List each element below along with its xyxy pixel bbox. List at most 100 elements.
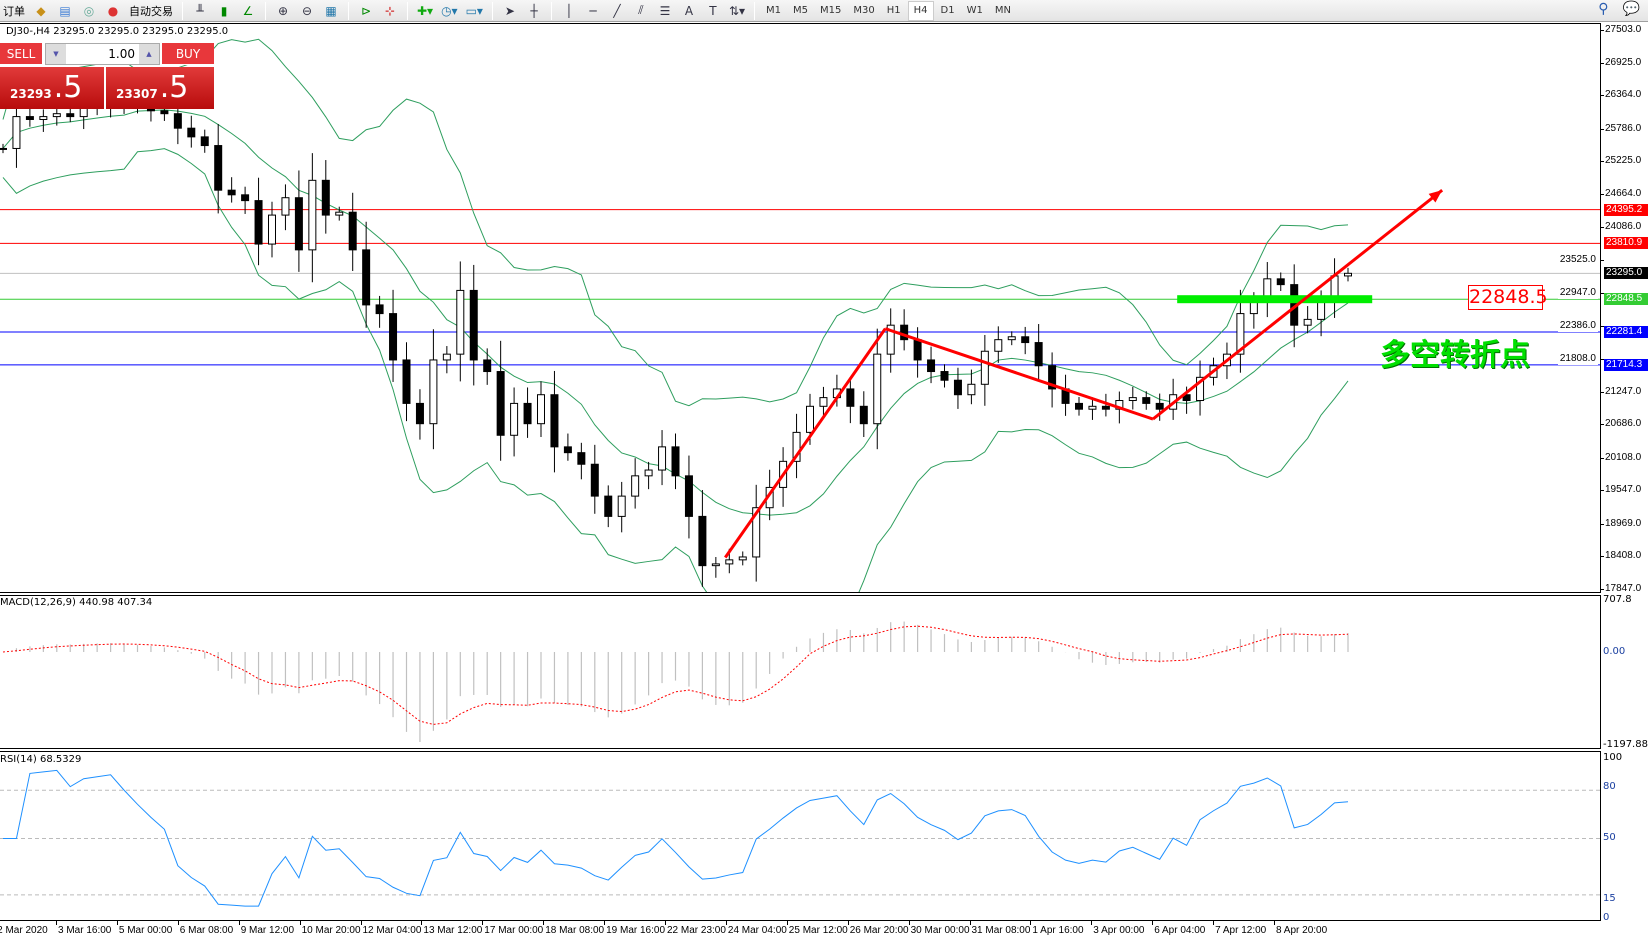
macd-axis-zero: 0.00 xyxy=(1603,646,1626,657)
bullish-candle xyxy=(281,197,290,216)
time-axis-tick xyxy=(360,921,362,925)
time-axis-label: 18 Mar 08:00 xyxy=(545,925,605,936)
bearish-candle xyxy=(604,495,613,517)
price-axis-tick xyxy=(1600,95,1604,97)
bullish-candle xyxy=(711,563,720,567)
autoscroll-icon[interactable]: ⊳ xyxy=(360,3,372,18)
search-icon[interactable]: ⚲ xyxy=(1598,1,1609,17)
equidistant-channel-icon[interactable]: ⫽ xyxy=(638,3,644,17)
bullish-candle xyxy=(510,402,519,436)
price-axis-tick xyxy=(1600,523,1604,525)
vertical-line-icon[interactable]: │ xyxy=(565,3,573,18)
sell-button[interactable]: SELL xyxy=(0,43,42,65)
periods-icon[interactable]: ◷▾ xyxy=(441,3,458,18)
time-axis-tick xyxy=(847,921,849,925)
bullish-candle xyxy=(738,556,747,561)
new-order-button[interactable]: 订单 xyxy=(3,4,25,18)
bearish-candle xyxy=(1142,397,1151,404)
time-axis-tick xyxy=(1213,921,1215,925)
separator xyxy=(491,1,493,20)
price-chart[interactable] xyxy=(0,23,1600,592)
arrows-icon[interactable]: ⇅▾ xyxy=(728,3,746,18)
price-axis-label: 23525.0 xyxy=(1557,253,1598,266)
bearish-candle xyxy=(362,249,371,306)
time-axis-label: 22 Mar 23:00 xyxy=(667,925,726,936)
bearish-candle xyxy=(25,116,34,120)
bullish-candle xyxy=(631,475,640,497)
timeframe-d1[interactable]: D1 xyxy=(940,5,955,16)
macd-pane[interactable] xyxy=(0,596,1600,748)
bullish-candle xyxy=(268,214,276,245)
bullish-candle xyxy=(1236,313,1245,355)
price-axis-label: 24086.0 xyxy=(1605,221,1642,233)
text-icon[interactable]: A xyxy=(684,3,694,18)
templates-icon[interactable]: ▭▾ xyxy=(465,3,483,18)
bearish-candle xyxy=(523,402,532,425)
timeframe-h1[interactable]: H1 xyxy=(886,5,901,16)
bearish-candle xyxy=(563,446,572,454)
time-axis-label: 8 Apr 20:00 xyxy=(1276,925,1328,936)
lot-increase-button[interactable]: ▲ xyxy=(139,44,159,64)
buy-price[interactable]: 23307 .5 xyxy=(106,67,214,109)
zoom-out-icon[interactable]: ⊖ xyxy=(301,3,313,18)
bullish-candle xyxy=(537,394,545,425)
timeframe-m1[interactable]: M1 xyxy=(766,5,782,16)
buy-button[interactable]: BUY xyxy=(162,43,214,65)
pane-separator[interactable] xyxy=(0,748,1601,752)
timeframe-m15[interactable]: M15 xyxy=(820,5,842,16)
bearish-candle xyxy=(1101,405,1110,410)
line-chart-icon[interactable]: ∠ xyxy=(242,3,254,18)
trendline-icon[interactable]: ╱ xyxy=(613,3,621,18)
text-label-icon[interactable]: T xyxy=(709,3,717,18)
price-axis-tick xyxy=(1600,424,1604,426)
lot-input[interactable] xyxy=(66,44,139,64)
timeframe-w1[interactable]: W1 xyxy=(966,5,983,16)
price-axis-label: 21808.0 xyxy=(1557,353,1598,366)
fibonacci-icon[interactable]: ☰ xyxy=(659,3,671,18)
time-axis-label: 13 Mar 12:00 xyxy=(423,925,483,936)
indicators-icon[interactable]: ✚▾ xyxy=(417,3,434,18)
time-axis-tick xyxy=(421,921,423,925)
price-axis-tick xyxy=(1600,359,1604,361)
zoom-in-icon[interactable]: ⊕ xyxy=(277,3,289,18)
horizontal-line-price-label: 22281.4 xyxy=(1604,326,1648,339)
rsi-pane[interactable] xyxy=(0,752,1600,920)
price-axis-label: 21247.0 xyxy=(1605,385,1642,397)
pane-separator[interactable] xyxy=(0,592,1601,596)
chart-window[interactable] xyxy=(0,23,1601,921)
terminal-icon[interactable]: ▤ xyxy=(59,3,71,18)
time-axis-label: 31 Mar 08:00 xyxy=(971,925,1031,936)
bullish-candle xyxy=(967,383,976,396)
bearish-candle xyxy=(254,200,263,245)
signals-icon[interactable]: ◎ xyxy=(83,3,95,18)
bearish-candle xyxy=(590,463,599,497)
timeframe-m30[interactable]: M30 xyxy=(853,5,875,16)
chat-icon[interactable]: 💬 xyxy=(1622,1,1640,17)
cursor-icon[interactable]: ➤ xyxy=(504,3,515,18)
crosshair-icon[interactable]: ┼ xyxy=(530,3,538,18)
bearish-candle xyxy=(846,388,855,407)
sell-price[interactable]: 23293 .5 xyxy=(0,67,104,109)
bullish-candle xyxy=(1249,301,1258,315)
bearish-candle xyxy=(375,304,384,315)
macd-signal-line xyxy=(2,625,1349,725)
timeframe-mn[interactable]: MN xyxy=(994,5,1011,16)
time-axis-label: 3 Apr 00:00 xyxy=(1093,925,1145,936)
timeframe-h4[interactable]: H4 xyxy=(907,0,934,21)
horizontal-line-icon[interactable]: ─ xyxy=(589,3,597,18)
lot-decrease-button[interactable]: ▼ xyxy=(46,44,66,64)
tile-windows-icon[interactable]: ▦ xyxy=(325,3,337,18)
candlestick-icon[interactable]: ▮ xyxy=(220,3,228,18)
navigator-icon[interactable]: ◆ xyxy=(36,3,46,18)
time-axis-label: 1 Apr 16:00 xyxy=(1032,925,1084,936)
reversal-point-text[interactable]: 多空转折点 xyxy=(1380,338,1530,373)
chart-shift-icon[interactable]: ⊹ xyxy=(384,3,396,18)
price-axis-tick xyxy=(1600,227,1604,229)
auto-trading-button[interactable]: 自动交易 xyxy=(129,4,173,18)
trend-arrow xyxy=(1152,189,1444,421)
auto-trading-icon[interactable]: ● xyxy=(107,3,119,18)
price-level-label[interactable]: 22848.5 xyxy=(1468,285,1548,310)
time-axis-tick xyxy=(725,921,727,925)
bar-chart-icon[interactable]: ╨ xyxy=(196,3,204,18)
timeframe-m5[interactable]: M5 xyxy=(793,5,809,16)
